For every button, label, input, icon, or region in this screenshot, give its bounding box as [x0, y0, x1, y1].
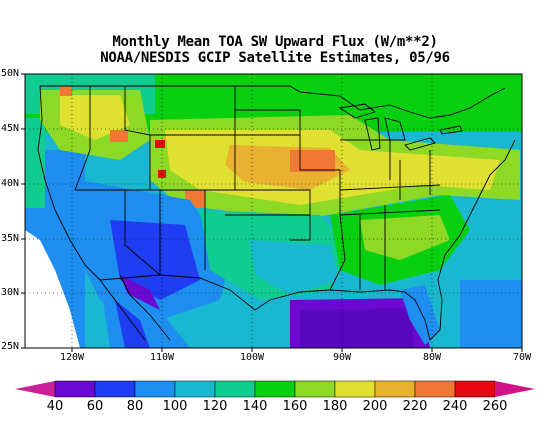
colorbar-swatch — [414, 380, 456, 398]
tick-marks — [21, 73, 523, 352]
colorbar — [15, 380, 535, 398]
lat-label: 50N — [1, 68, 20, 79]
graticule — [25, 74, 522, 348]
lat-label: 30N — [1, 287, 20, 298]
map-subtitle: NOAA/NESDIS GCIP Satellite Estimates, 05… — [100, 50, 450, 66]
colorbar-high-arrow — [495, 381, 535, 397]
colorbar-label: 240 — [442, 399, 468, 414]
colorbar-swatch — [94, 380, 136, 398]
colorbar-swatch — [294, 380, 336, 398]
map-title: Monthly Mean TOA SW Upward Flux (W/m**2) — [112, 34, 438, 50]
colorbar-swatch — [214, 380, 256, 398]
lat-label: 45N — [1, 123, 20, 134]
colorbar-label: 120 — [202, 399, 228, 414]
colorbar-label: 40 — [46, 399, 64, 414]
colorbar-label: 180 — [322, 399, 348, 414]
colorbar-swatch — [334, 380, 376, 398]
lon-label: 120W — [59, 352, 85, 363]
lon-label: 90W — [332, 352, 352, 363]
colorbar-swatch — [54, 380, 96, 398]
colorbar-swatch — [374, 380, 416, 398]
lon-label: 100W — [239, 352, 265, 363]
lon-label: 110W — [149, 352, 175, 363]
map-frame — [24, 73, 523, 349]
colorbar-label: 60 — [86, 399, 104, 414]
flux-field — [25, 74, 522, 348]
colorbar-label: 100 — [162, 399, 188, 414]
colorbar-low-arrow — [15, 381, 55, 397]
colorbar-swatch — [254, 380, 296, 398]
colorbar-label: 80 — [126, 399, 144, 414]
colorbar-label: 140 — [242, 399, 268, 414]
colorbar-swatch — [134, 380, 176, 398]
lat-label: 25N — [1, 341, 20, 352]
lon-label: 70W — [512, 352, 532, 363]
boundaries — [37, 85, 516, 341]
colorbar-label: 220 — [402, 399, 428, 414]
lat-label: 40N — [1, 178, 20, 189]
colorbar-label: 260 — [482, 399, 508, 414]
lon-label: 80W — [422, 352, 442, 363]
colorbar-swatch — [174, 380, 216, 398]
colorbar-label: 200 — [362, 399, 388, 414]
lat-label: 35N — [1, 233, 20, 244]
colorbar-swatch — [454, 380, 496, 398]
colorbar-label: 160 — [282, 399, 308, 414]
